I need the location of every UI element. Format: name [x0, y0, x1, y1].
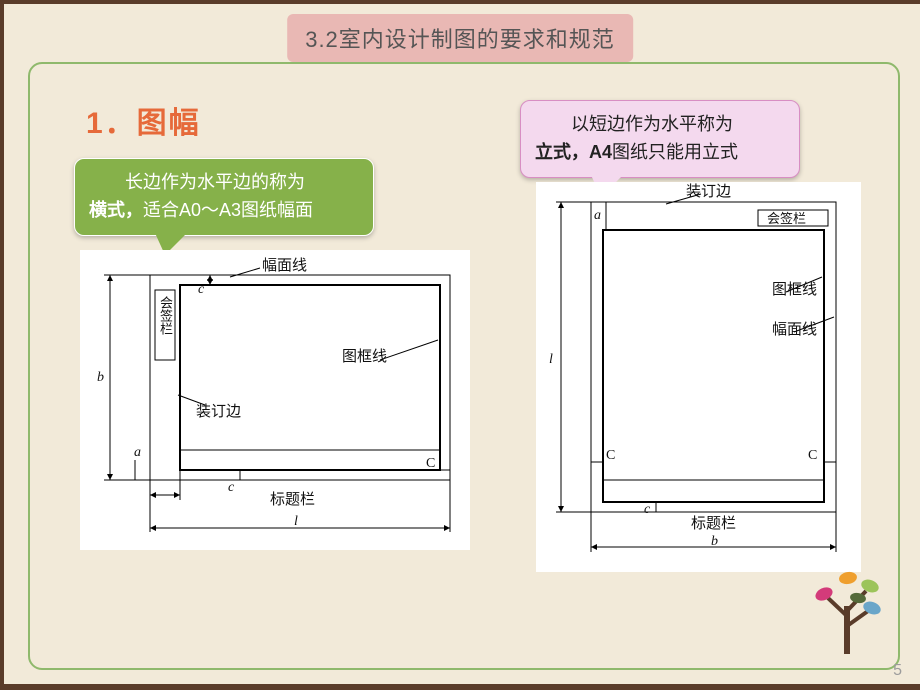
dim-a: a — [134, 445, 141, 461]
left-border-bar — [0, 0, 4, 690]
label-frame-line: 图框线 — [342, 345, 387, 366]
label-outer-line: 幅面线 — [262, 254, 307, 275]
callout-right-bold: 立式，A4 — [535, 142, 612, 162]
dim-b: b — [97, 370, 104, 386]
dim-l-p: l — [549, 352, 553, 368]
label-title-block-p: 标题栏 — [691, 512, 736, 533]
callout-vertical-format: 以短边作为水平称为 立式，A4图纸只能用立式 — [520, 100, 800, 178]
dim-c-top: c — [198, 282, 204, 298]
callout-right-line1: 以短边作为水平称为 — [535, 114, 733, 134]
page-title: 3.2室内设计制图的要求和规范 — [287, 14, 633, 62]
label-binding-edge-p: 装订边 — [686, 180, 731, 201]
dim-c-bottom-p: c — [644, 502, 650, 518]
dim-b-p: b — [711, 534, 718, 550]
dim-c-right-p: C — [808, 448, 817, 464]
bottom-border-bar — [0, 684, 920, 690]
callout-right-rest: 图纸只能用立式 — [612, 142, 738, 162]
callout-horizontal-format: 长边作为水平边的称为 横式，适合A0～A3图纸幅面 — [74, 158, 374, 236]
label-frame-line-p: 图框线 — [772, 278, 817, 299]
callout-left-rest: 适合A0～A3图纸幅面 — [143, 200, 313, 220]
diagram-landscape: 幅面线 图框线 装订边 标题栏 会签栏 b a l c c C — [80, 250, 470, 550]
label-outer-line-p: 幅面线 — [772, 318, 817, 339]
callout-left-line1: 长边作为水平边的称为 — [89, 172, 305, 192]
decorative-tree-icon — [808, 556, 888, 656]
label-signature-block-p: 会签栏 — [767, 208, 806, 227]
dim-c-bottom: c — [228, 480, 234, 496]
dim-c-right: C — [426, 456, 435, 472]
content-frame: 1．图幅 长边作为水平边的称为 横式，适合A0～A3图纸幅面 以短边作为水平称为… — [28, 62, 900, 670]
label-binding-edge: 装订边 — [196, 400, 241, 421]
label-title-block: 标题栏 — [270, 488, 315, 509]
diagram-portrait: 装订边 会签栏 图框线 幅面线 标题栏 a l b C C c — [536, 182, 861, 572]
callout-left-bold: 横式， — [89, 200, 143, 220]
page-number: 5 — [893, 662, 902, 680]
dim-c-left-p: C — [606, 448, 615, 464]
dim-a-p: a — [594, 208, 601, 224]
label-signature-block: 会签栏 — [156, 296, 175, 335]
top-border-bar — [0, 0, 920, 4]
dim-l: l — [294, 514, 298, 530]
section-heading: 1．图幅 — [86, 98, 201, 142]
